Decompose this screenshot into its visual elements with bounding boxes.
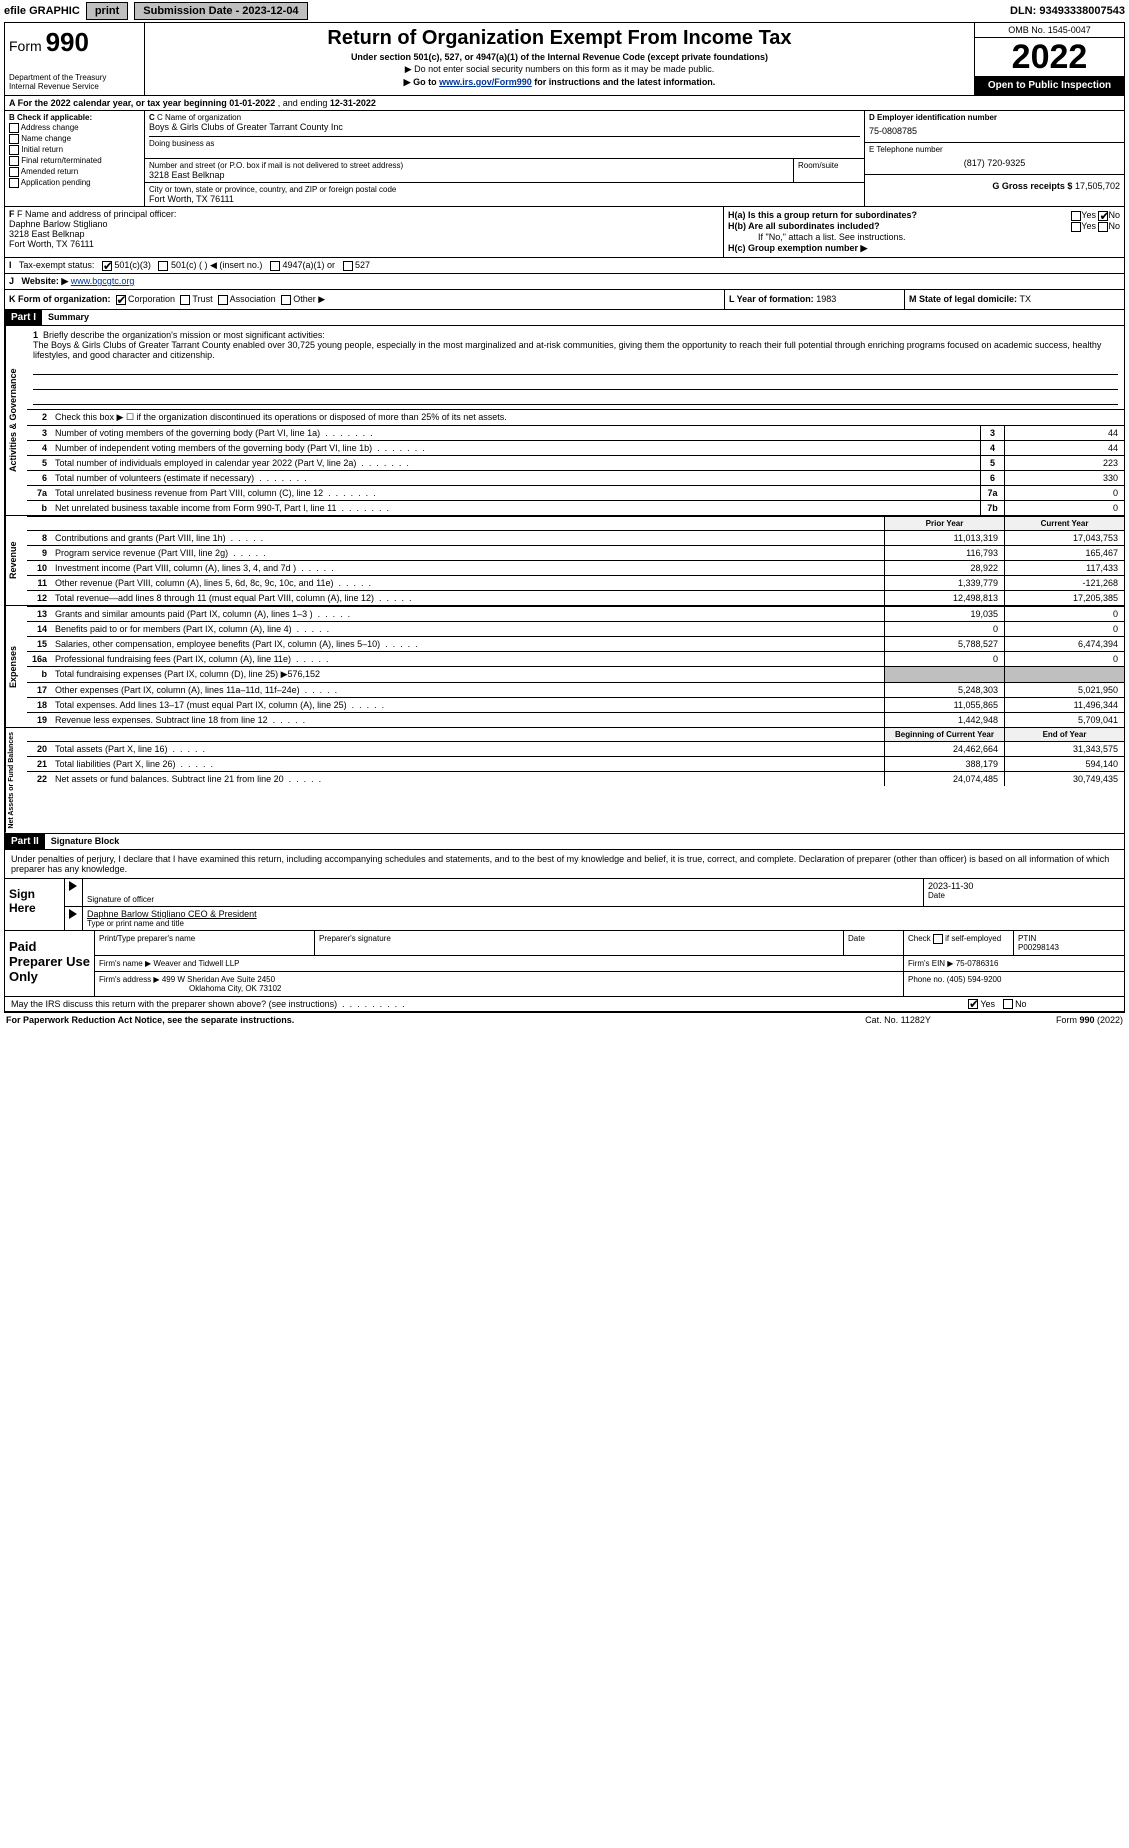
header-middle: Return of Organization Exempt From Incom… — [145, 23, 974, 95]
col-c-org-info: C C Name of organization Boys & Girls Cl… — [145, 111, 864, 206]
table-row: 14Benefits paid to or for members (Part … — [27, 621, 1124, 636]
section-b-c-d: B Check if applicable: Address change Na… — [5, 111, 1124, 207]
checkbox-item: Address change — [9, 123, 140, 133]
org-street: 3218 East Belknap — [149, 170, 789, 180]
website-link[interactable]: www.bgcgtc.org — [71, 276, 135, 286]
dept-treasury: Department of the Treasury Internal Reve… — [9, 73, 140, 91]
col-d-ein: D Employer identification number 75-0808… — [864, 111, 1124, 206]
mission-text: The Boys & Girls Clubs of Greater Tarran… — [33, 340, 1101, 360]
checkbox-item: Final return/terminated — [9, 156, 140, 166]
table-row: 22Net assets or fund balances. Subtract … — [27, 771, 1124, 786]
table-row: bNet unrelated business taxable income f… — [27, 500, 1124, 515]
form-subtitle: Under section 501(c), 527, or 4947(a)(1)… — [153, 52, 966, 62]
gross-receipts: 17,505,702 — [1075, 181, 1120, 191]
governance-section: Activities & Governance 1 Briefly descri… — [5, 326, 1124, 516]
may-discuss-row: May the IRS discuss this return with the… — [5, 997, 1124, 1013]
ein-value: 75-0808785 — [869, 122, 1120, 140]
table-row: bTotal fundraising expenses (Part IX, co… — [27, 666, 1124, 682]
table-row: 17Other expenses (Part IX, column (A), l… — [27, 682, 1124, 697]
checkbox-item: Amended return — [9, 167, 140, 177]
net-assets-tab: Net Assets or Fund Balances — [5, 728, 27, 833]
section-j-website: J Website: ▶ www.bgcgtc.org — [5, 274, 1124, 290]
org-name: Boys & Girls Clubs of Greater Tarrant Co… — [149, 122, 860, 132]
table-row: 11Other revenue (Part VIII, column (A), … — [27, 575, 1124, 590]
omb-number: OMB No. 1545-0047 — [975, 23, 1124, 38]
table-row: 2Check this box ▶ ☐ if the organization … — [27, 409, 1124, 425]
table-row: 10Investment income (Part VIII, column (… — [27, 560, 1124, 575]
table-row: 13Grants and similar amounts paid (Part … — [27, 606, 1124, 621]
row-a-tax-year: A For the 2022 calendar year, or tax yea… — [5, 96, 1124, 111]
arrow-icon — [69, 881, 77, 891]
checkbox-item: Name change — [9, 134, 140, 144]
table-row: 9Program service revenue (Part VIII, lin… — [27, 545, 1124, 560]
tax-year: 2022 — [975, 38, 1124, 76]
expenses-tab: Expenses — [5, 606, 27, 727]
form-note2: ▶ Go to www.irs.gov/Form990 for instruct… — [153, 77, 966, 88]
checkbox-item: Initial return — [9, 145, 140, 155]
efile-label: efile GRAPHIC — [4, 5, 80, 17]
firm-phone: (405) 594-9200 — [947, 975, 1002, 984]
table-row: 3Number of voting members of the governi… — [27, 425, 1124, 440]
form-header: Form 990 Department of the Treasury Inte… — [5, 23, 1124, 96]
table-row: 16aProfessional fundraising fees (Part I… — [27, 651, 1124, 666]
form-title: Return of Organization Exempt From Incom… — [153, 27, 966, 50]
org-city: Fort Worth, TX 76111 — [149, 194, 860, 204]
table-row: 8Contributions and grants (Part VIII, li… — [27, 530, 1124, 545]
table-row: 20Total assets (Part X, line 16) . . . .… — [27, 741, 1124, 756]
table-row: 7aTotal unrelated business revenue from … — [27, 485, 1124, 500]
revenue-tab: Revenue — [5, 516, 27, 605]
table-row: 12Total revenue—add lines 8 through 11 (… — [27, 590, 1124, 605]
checkbox-item: Application pending — [9, 178, 140, 188]
ptin-value: P00298143 — [1018, 943, 1120, 952]
table-row: 5Total number of individuals employed in… — [27, 455, 1124, 470]
firm-name: Weaver and Tidwell LLP — [153, 959, 239, 968]
dln-label: DLN: 93493338007543 — [1010, 5, 1125, 17]
section-i-tax-status: I Tax-exempt status: 501(c)(3) 501(c) ( … — [5, 258, 1124, 274]
table-row: 15Salaries, other compensation, employee… — [27, 636, 1124, 651]
paid-preparer-block: Paid Preparer Use Only Print/Type prepar… — [5, 931, 1124, 997]
form-container: Form 990 Department of the Treasury Inte… — [4, 22, 1125, 1013]
governance-tab: Activities & Governance — [5, 326, 27, 515]
page-footer: For Paperwork Reduction Act Notice, see … — [0, 1013, 1129, 1027]
section-f-h: F F Name and address of principal office… — [5, 207, 1124, 258]
section-k-l-m: K Form of organization: Corporation Trus… — [5, 290, 1124, 310]
top-toolbar: efile GRAPHIC print Submission Date - 20… — [0, 0, 1129, 22]
col-b-checkboxes: B Check if applicable: Address change Na… — [5, 111, 145, 206]
submission-date-button[interactable]: Submission Date - 2023-12-04 — [134, 2, 307, 20]
phone-value: (817) 720-9325 — [869, 154, 1120, 172]
table-row: 18Total expenses. Add lines 13–17 (must … — [27, 697, 1124, 712]
officer-name: Daphne Barlow Stigliano — [9, 219, 719, 229]
part2-header: Part II Signature Block — [5, 834, 1124, 850]
table-row: 6Total number of volunteers (estimate if… — [27, 470, 1124, 485]
part1-header: Part I Summary — [5, 310, 1124, 326]
firm-ein: 75-0786316 — [956, 959, 999, 968]
sign-here-block: Sign Here Signature of officer 2023-11-3… — [5, 879, 1124, 931]
signature-intro: Under penalties of perjury, I declare th… — [5, 850, 1124, 879]
form-number: Form 990 — [9, 27, 140, 58]
table-row: 19Revenue less expenses. Subtract line 1… — [27, 712, 1124, 727]
revenue-section: Revenue Prior Year Current Year 8Contrib… — [5, 516, 1124, 606]
signer-name: Daphne Barlow Stigliano CEO & President — [87, 909, 1120, 919]
table-row: 4Number of independent voting members of… — [27, 440, 1124, 455]
form-note1: ▶ Do not enter social security numbers o… — [153, 64, 966, 75]
print-button[interactable]: print — [86, 2, 128, 20]
expenses-section: Expenses 13Grants and similar amounts pa… — [5, 606, 1124, 728]
net-assets-section: Net Assets or Fund Balances Beginning of… — [5, 728, 1124, 834]
irs-link[interactable]: www.irs.gov/Form990 — [439, 77, 532, 87]
open-inspection: Open to Public Inspection — [975, 76, 1124, 95]
header-right: OMB No. 1545-0047 2022 Open to Public In… — [974, 23, 1124, 95]
header-left: Form 990 Department of the Treasury Inte… — [5, 23, 145, 95]
arrow-icon — [69, 909, 77, 919]
table-row: 21Total liabilities (Part X, line 26) . … — [27, 756, 1124, 771]
